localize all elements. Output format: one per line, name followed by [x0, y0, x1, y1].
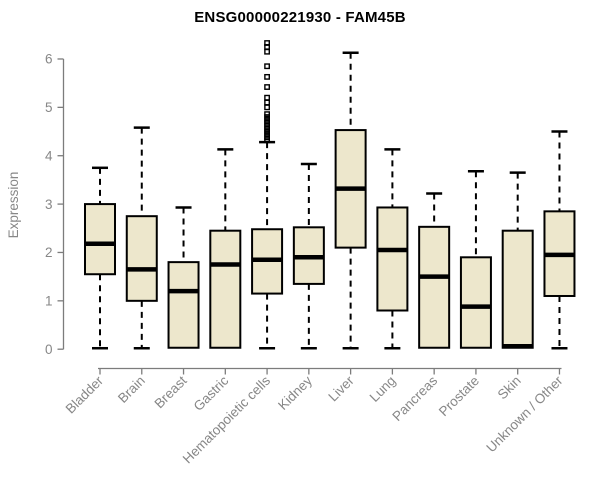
x-category-label-liver: Liver [325, 373, 357, 405]
box-group-hematopoietic-cells [251, 40, 284, 350]
y-axis: 0 1 2 3 4 5 6 [45, 52, 65, 357]
box-group-pancreas [418, 192, 451, 349]
box-group-lung [376, 148, 409, 350]
chart-title: ENSG00000221930 - FAM45B [194, 9, 406, 26]
x-category-label-unknown-other: Unknown / Other [483, 373, 566, 456]
box-group-kidney [292, 162, 325, 350]
x-category-label-breast: Breast [151, 373, 189, 411]
box-group-unknown-other [543, 130, 576, 350]
iqr-box [418, 225, 451, 349]
outlier-point [264, 99, 270, 106]
x-category-label-gastric: Gastric [191, 373, 232, 414]
iqr-box [376, 206, 409, 312]
x-category-label-bladder: Bladder [63, 373, 107, 417]
box-group-breast [167, 206, 200, 349]
outlier-point [264, 117, 270, 123]
x-category-label-skin: Skin [495, 373, 524, 402]
outlier-point [264, 128, 270, 135]
outlier-point [264, 114, 270, 120]
outlier-point [264, 125, 270, 132]
box-group-liver [334, 51, 367, 350]
outlier-point [264, 134, 270, 141]
iqr-box [459, 256, 492, 349]
y-tick-label: 2 [45, 245, 53, 260]
iqr-box [209, 229, 242, 349]
y-tick-label: 6 [45, 52, 53, 67]
iqr-box [125, 215, 158, 302]
box-group-skin [501, 171, 534, 349]
outlier-point [264, 84, 270, 90]
outlier-point [264, 48, 270, 55]
box-group-brain [125, 126, 158, 350]
outlier-point [264, 63, 270, 70]
y-tick-label: 1 [45, 294, 53, 309]
x-category-label-lung: Lung [367, 373, 399, 405]
outlier-point [264, 40, 270, 46]
y-axis-label: Expression [6, 171, 21, 239]
outlier-point [264, 122, 270, 129]
box-group-gastric [209, 148, 242, 349]
y-tick-label: 3 [45, 197, 53, 212]
outlier-point [264, 104, 270, 111]
y-tick-label: 4 [45, 148, 53, 163]
outlier-point [264, 111, 270, 118]
x-category-label-brain: Brain [115, 373, 148, 406]
x-category-label-kidney: Kidney [275, 373, 315, 413]
x-category-label-pancreas: Pancreas [389, 373, 440, 424]
iqr-box [501, 229, 534, 349]
outlier-point [264, 73, 270, 80]
box-group-prostate [459, 169, 492, 349]
outlier-point [264, 131, 270, 138]
outlier-point [264, 137, 270, 144]
iqr-box [167, 261, 200, 349]
y-tick-label: 5 [45, 100, 53, 115]
box-group-bladder [84, 166, 116, 350]
x-category-label-prostate: Prostate [436, 373, 482, 419]
y-tick-label: 0 [45, 342, 53, 357]
outlier-point [264, 119, 270, 126]
iqr-box [84, 203, 116, 276]
outlier-point [264, 94, 270, 101]
